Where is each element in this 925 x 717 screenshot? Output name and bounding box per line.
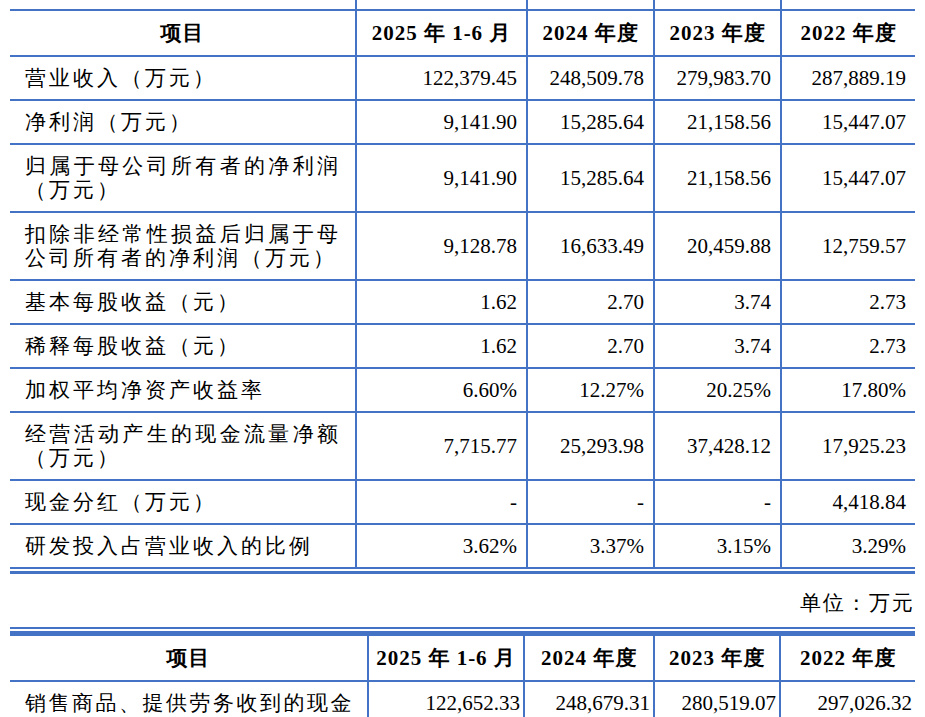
item-column-header: 项目 xyxy=(10,635,368,681)
table-row: 加权平均净资产收益率6.60%12.27%20.25%17.80% xyxy=(10,368,915,412)
table1-bottom-double-border xyxy=(10,567,915,574)
row-value: 297,026.32 xyxy=(780,681,915,717)
row-label: 基本每股收益（元） xyxy=(10,280,356,324)
row-value: 9,141.90 xyxy=(356,100,527,144)
period-column-header: 2024 年度 xyxy=(524,635,654,681)
row-value: 9,141.90 xyxy=(356,144,527,212)
period-column-header: 2023 年度 xyxy=(654,10,781,56)
row-value: 3.74 xyxy=(654,324,781,368)
period-column-header: 2025 年 1-6 月 xyxy=(356,10,527,56)
period-column-header: 2024 年度 xyxy=(527,10,654,56)
row-value: 25,293.98 xyxy=(527,412,654,480)
row-value: 4,418.84 xyxy=(781,480,915,524)
table-row: 现金分红（万元）---4,418.84 xyxy=(10,480,915,524)
table-row: 基本每股收益（元）1.622.703.742.73 xyxy=(10,280,915,324)
row-value: 2.70 xyxy=(527,324,654,368)
period-column-header: 2022 年度 xyxy=(780,635,915,681)
row-value: 6.60% xyxy=(356,368,527,412)
row-label: 加权平均净资产收益率 xyxy=(10,368,356,412)
unit-label: 单位：万元 xyxy=(10,589,915,617)
row-value: 17.80% xyxy=(781,368,915,412)
table-row: 稀释每股收益（元）1.622.703.742.73 xyxy=(10,324,915,368)
column-divider-stub xyxy=(653,0,655,9)
cropped-row-above xyxy=(10,0,915,9)
row-value: 122,652.33 xyxy=(368,681,524,717)
row-value: 2.73 xyxy=(781,324,915,368)
table2-top-double-border xyxy=(10,627,915,634)
table-row: 归属于母公司所有者的净利润（万元）9,141.9015,285.6421,158… xyxy=(10,144,915,212)
row-value: 15,285.64 xyxy=(527,100,654,144)
row-label: 稀释每股收益（元） xyxy=(10,324,356,368)
row-value: 7,715.77 xyxy=(356,412,527,480)
row-value: 20.25% xyxy=(654,368,781,412)
row-value: 21,158.56 xyxy=(654,100,781,144)
row-label: 研发投入占营业收入的比例 xyxy=(10,524,356,567)
row-value: 3.37% xyxy=(527,524,654,567)
row-value: 279,983.70 xyxy=(654,56,781,100)
header-row: 项目2025 年 1-6 月2024 年度2023 年度2022 年度 xyxy=(10,10,915,56)
document-page: 项目2025 年 1-6 月2024 年度2023 年度2022 年度 营业收入… xyxy=(10,0,915,717)
column-divider-stub xyxy=(526,0,528,9)
row-value: 2.73 xyxy=(781,280,915,324)
cash-receipts-table: 项目2025 年 1-6 月2024 年度2023 年度2022 年度 销售商品… xyxy=(10,634,915,717)
row-value: 12,759.57 xyxy=(781,212,915,280)
row-value: 12.27% xyxy=(527,368,654,412)
row-value: 20,459.88 xyxy=(654,212,781,280)
period-column-header: 2023 年度 xyxy=(654,635,780,681)
row-value: 280,519.07 xyxy=(654,681,780,717)
row-label: 扣除非经常性损益后归属于母公司所有者的净利润（万元） xyxy=(10,212,356,280)
row-value: 287,889.19 xyxy=(781,56,915,100)
row-value: 15,447.07 xyxy=(781,144,915,212)
row-label: 现金分红（万元） xyxy=(10,480,356,524)
row-label: 归属于母公司所有者的净利润（万元） xyxy=(10,144,356,212)
item-column-header: 项目 xyxy=(10,10,356,56)
row-value: 3.62% xyxy=(356,524,527,567)
row-value: 122,379.45 xyxy=(356,56,527,100)
row-label: 净利润（万元） xyxy=(10,100,356,144)
row-value: 17,925.23 xyxy=(781,412,915,480)
column-divider-stub xyxy=(780,0,782,9)
row-value: 37,428.12 xyxy=(654,412,781,480)
table-row: 扣除非经常性损益后归属于母公司所有者的净利润（万元）9,128.7816,633… xyxy=(10,212,915,280)
table-row: 研发投入占营业收入的比例3.62%3.37%3.15%3.29% xyxy=(10,524,915,567)
row-value: - xyxy=(527,480,654,524)
row-value: 9,128.78 xyxy=(356,212,527,280)
table-row: 经营活动产生的现金流量净额（万元）7,715.7725,293.9837,428… xyxy=(10,412,915,480)
row-label: 销售商品、提供劳务收到的现金 xyxy=(10,681,368,717)
row-value: 1.62 xyxy=(356,324,527,368)
row-value: 3.29% xyxy=(781,524,915,567)
row-value: - xyxy=(654,480,781,524)
table-row: 净利润（万元）9,141.9015,285.6421,158.5615,447.… xyxy=(10,100,915,144)
row-value: 21,158.56 xyxy=(654,144,781,212)
header-row: 项目2025 年 1-6 月2024 年度2023 年度2022 年度 xyxy=(10,635,915,681)
row-value: 248,509.78 xyxy=(527,56,654,100)
row-value: 16,633.49 xyxy=(527,212,654,280)
row-label: 营业收入（万元） xyxy=(10,56,356,100)
key-financials-table: 项目2025 年 1-6 月2024 年度2023 年度2022 年度 营业收入… xyxy=(10,9,915,567)
row-value: 15,285.64 xyxy=(527,144,654,212)
table-row: 营业收入（万元）122,379.45248,509.78279,983.7028… xyxy=(10,56,915,100)
row-value: 3.15% xyxy=(654,524,781,567)
row-value: - xyxy=(356,480,527,524)
row-value: 15,447.07 xyxy=(781,100,915,144)
row-value: 1.62 xyxy=(356,280,527,324)
column-divider-stub xyxy=(355,0,357,9)
row-value: 2.70 xyxy=(527,280,654,324)
period-column-header: 2022 年度 xyxy=(781,10,915,56)
row-value: 248,679.31 xyxy=(524,681,654,717)
row-value: 3.74 xyxy=(654,280,781,324)
row-label: 经营活动产生的现金流量净额（万元） xyxy=(10,412,356,480)
table-row: 销售商品、提供劳务收到的现金122,652.33248,679.31280,51… xyxy=(10,681,915,717)
period-column-header: 2025 年 1-6 月 xyxy=(368,635,524,681)
